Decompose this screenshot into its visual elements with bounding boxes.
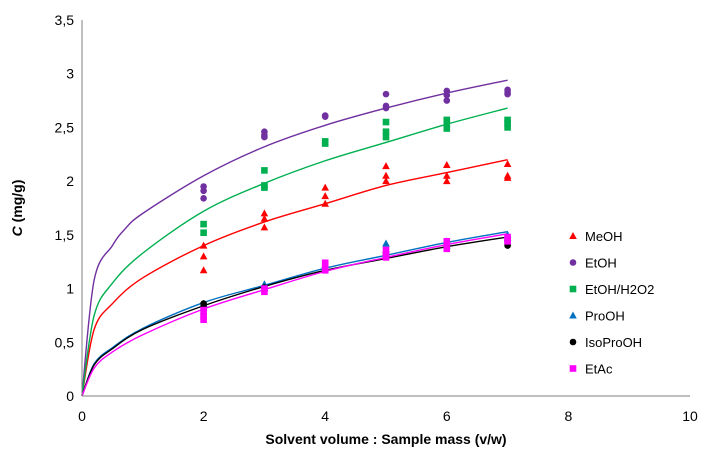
data-point [443, 245, 451, 253]
legend-marker [569, 338, 577, 346]
data-point [503, 173, 512, 181]
data-point [443, 116, 451, 124]
legend-marker [569, 259, 577, 266]
x-tick-label: 10 [682, 408, 698, 424]
data-point [261, 167, 268, 174]
y-tick-label: 0 [66, 388, 74, 404]
data-point [321, 262, 329, 270]
legend-marker [569, 311, 577, 319]
y-tick-label: 2,5 [55, 119, 75, 135]
data-point [200, 306, 207, 314]
y-tick-labels: 0 0,5 1 1,5 2 2,5 3 3,5 [55, 12, 75, 404]
data-point [443, 241, 451, 248]
data-point [321, 267, 329, 274]
legend-label: EtOH [585, 256, 617, 271]
data-point [321, 192, 329, 200]
data-point [382, 162, 390, 170]
data-point [443, 97, 451, 104]
fit-curve [81, 107, 508, 397]
x-tick-labels: 0 2 4 6 8 10 [78, 408, 698, 424]
data-point [382, 90, 390, 98]
data-point [504, 119, 511, 127]
data-point [260, 223, 269, 231]
data-point [504, 238, 511, 245]
data-points [199, 86, 512, 324]
data-point [261, 133, 268, 141]
fit-curves [81, 79, 508, 397]
x-tick-label: 0 [78, 408, 86, 424]
y-axis-title-unit: (mg/g) [9, 180, 25, 227]
data-point [382, 239, 390, 247]
axes [81, 20, 690, 397]
fit-curve [81, 233, 508, 397]
data-point [382, 254, 390, 261]
data-point [382, 177, 390, 185]
data-point [200, 220, 207, 228]
data-point [321, 183, 329, 191]
legend-label: IsoProOH [585, 335, 642, 350]
data-point [504, 90, 511, 98]
fit-curve [81, 230, 508, 397]
data-point [443, 91, 451, 99]
data-point [199, 252, 208, 260]
data-point [200, 316, 207, 324]
data-point [382, 118, 390, 126]
legend-marker [569, 365, 577, 372]
y-tick-label: 0,5 [55, 334, 75, 350]
data-point [200, 187, 207, 195]
data-point [199, 241, 208, 249]
data-point [260, 209, 269, 217]
data-point [261, 288, 268, 296]
data-point [382, 128, 390, 136]
data-point [321, 199, 329, 207]
fit-curve [81, 158, 508, 397]
y-tick-label: 1 [66, 281, 74, 297]
data-point [503, 159, 512, 167]
x-axis-title: Solvent volume : Sample mass (v/w) [265, 431, 506, 447]
data-point [382, 246, 390, 254]
y-tick-label: 3 [66, 66, 74, 82]
data-point [382, 104, 390, 112]
legend-marker [569, 232, 577, 239]
y-tick-label: 2 [66, 173, 74, 189]
fit-curve [81, 79, 508, 397]
legend: MeOH EtOH EtOH/H2O2 ProOH IsoProOH EtAc [569, 229, 654, 377]
data-point [200, 229, 207, 237]
data-point [443, 171, 451, 179]
legend-label: ProOH [585, 309, 625, 324]
x-tick-label: 8 [565, 408, 573, 424]
x-tick-label: 4 [321, 408, 329, 424]
data-point [382, 171, 390, 179]
x-tick-label: 6 [443, 408, 451, 424]
data-point [321, 140, 329, 147]
data-point [443, 177, 451, 185]
legend-marker [569, 285, 577, 293]
y-axis-title-symbol: C [9, 225, 25, 236]
data-point [261, 184, 268, 191]
data-point [443, 120, 451, 128]
data-point [321, 113, 329, 120]
y-axis-title: C (mg/g) [9, 180, 25, 237]
y-tick-label: 3,5 [55, 12, 75, 28]
legend-label: MeOH [585, 229, 623, 244]
x-tick-label: 2 [200, 408, 208, 424]
data-point [200, 195, 207, 202]
data-point [443, 125, 451, 132]
data-point [443, 161, 451, 169]
data-point [504, 124, 511, 131]
legend-label: EtOH/H2O2 [585, 282, 654, 297]
legend-label: EtAc [585, 362, 613, 377]
y-tick-label: 1,5 [55, 227, 75, 243]
data-point [199, 266, 208, 274]
fit-curve [81, 236, 508, 397]
data-point [260, 214, 269, 222]
data-point [382, 133, 390, 141]
